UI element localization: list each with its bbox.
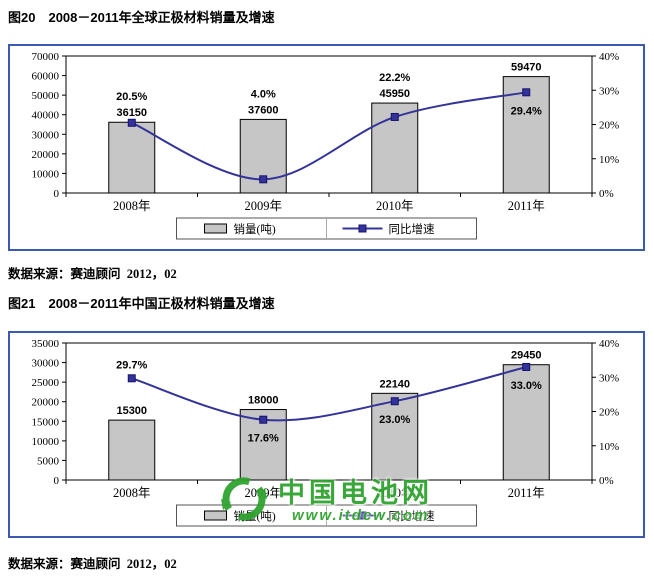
svg-text:5000: 5000 — [37, 455, 60, 467]
svg-text:10000: 10000 — [32, 436, 60, 448]
svg-text:45950: 45950 — [379, 88, 410, 100]
svg-text:10000: 10000 — [32, 168, 60, 180]
svg-text:销量(吨): 销量(吨) — [234, 222, 276, 236]
svg-text:15000: 15000 — [32, 416, 60, 428]
svg-text:2008年: 2008年 — [113, 486, 151, 500]
svg-text:18000: 18000 — [248, 395, 279, 407]
svg-text:30000: 30000 — [32, 129, 60, 141]
svg-text:20000: 20000 — [32, 397, 60, 409]
svg-text:2011年: 2011年 — [508, 199, 545, 213]
svg-text:0%: 0% — [599, 188, 614, 200]
svg-text:4.0%: 4.0% — [251, 88, 276, 100]
svg-text:40%: 40% — [599, 51, 619, 63]
svg-text:0: 0 — [54, 475, 60, 487]
svg-text:2008年: 2008年 — [113, 199, 151, 213]
svg-text:29.7%: 29.7% — [116, 359, 147, 371]
svg-text:17.6%: 17.6% — [248, 433, 279, 445]
svg-text:2010年: 2010年 — [376, 199, 414, 213]
svg-text:33.0%: 33.0% — [511, 380, 542, 392]
svg-text:同比增速: 同比增速 — [389, 509, 435, 523]
watermark-logo-icon — [218, 473, 270, 530]
svg-text:0%: 0% — [599, 475, 614, 487]
figure21-source: 数据来源：赛迪顾问 2012，02 — [8, 557, 177, 571]
svg-text:36150: 36150 — [116, 107, 147, 119]
svg-text:0: 0 — [54, 188, 60, 200]
svg-text:37600: 37600 — [248, 104, 279, 116]
svg-text:同比增速: 同比增速 — [389, 222, 435, 236]
watermark-site-name: 中国电池网 — [278, 478, 433, 509]
svg-text:2011年: 2011年 — [508, 486, 545, 500]
svg-text:60000: 60000 — [32, 71, 60, 83]
svg-text:20000: 20000 — [32, 149, 60, 161]
figure21-chart-canvas: 0 5000 10000 15000 20000 25000 30000 35000 0% 10%… — [32, 338, 619, 527]
svg-text:22140: 22140 — [379, 378, 410, 390]
svg-text:29450: 29450 — [511, 350, 542, 362]
svg-text:23.0%: 23.0% — [379, 414, 410, 426]
svg-text:10%: 10% — [599, 441, 619, 453]
svg-text:2010年: 2010年 — [376, 486, 414, 500]
figure21-title: 图21 2008－2011年中国正极材料销量及增速 — [8, 296, 275, 311]
svg-text:20%: 20% — [599, 120, 619, 132]
svg-text:25000: 25000 — [32, 377, 60, 389]
watermark-site-url: www.itdcw.com — [292, 506, 430, 524]
svg-text:50000: 50000 — [32, 90, 60, 102]
svg-text:40%: 40% — [599, 338, 619, 350]
figure20-source: 数据来源：赛迪顾问 2012，02 — [8, 267, 177, 281]
figure20-chart: 0 10000 20000 30000 40000 50000 60000 70000 0% 10… — [8, 44, 645, 251]
figure21-chart: 0 5000 10000 15000 20000 25000 30000 35000 0% 10%… — [8, 331, 645, 538]
watermark: 中国电池网 www.itdcw.com — [218, 473, 433, 530]
svg-text:30%: 30% — [599, 85, 619, 97]
svg-text:15300: 15300 — [116, 405, 147, 417]
svg-text:59470: 59470 — [511, 62, 542, 74]
svg-text:20%: 20% — [599, 407, 619, 419]
svg-text:10%: 10% — [599, 154, 619, 166]
svg-text:35000: 35000 — [32, 338, 60, 350]
figure20-chart-canvas: 0 10000 20000 30000 40000 50000 60000 70000 0% 10… — [32, 51, 619, 240]
svg-text:2009年: 2009年 — [244, 199, 282, 213]
svg-text:40000: 40000 — [32, 110, 60, 122]
svg-text:70000: 70000 — [32, 51, 60, 63]
svg-text:29.4%: 29.4% — [511, 105, 542, 117]
svg-text:20.5%: 20.5% — [116, 91, 147, 103]
svg-text:30%: 30% — [599, 372, 619, 384]
svg-text:30000: 30000 — [32, 358, 60, 370]
figure20-title: 图20 2008－2011年全球正极材料销量及增速 — [8, 10, 275, 25]
svg-text:22.2%: 22.2% — [379, 72, 410, 84]
